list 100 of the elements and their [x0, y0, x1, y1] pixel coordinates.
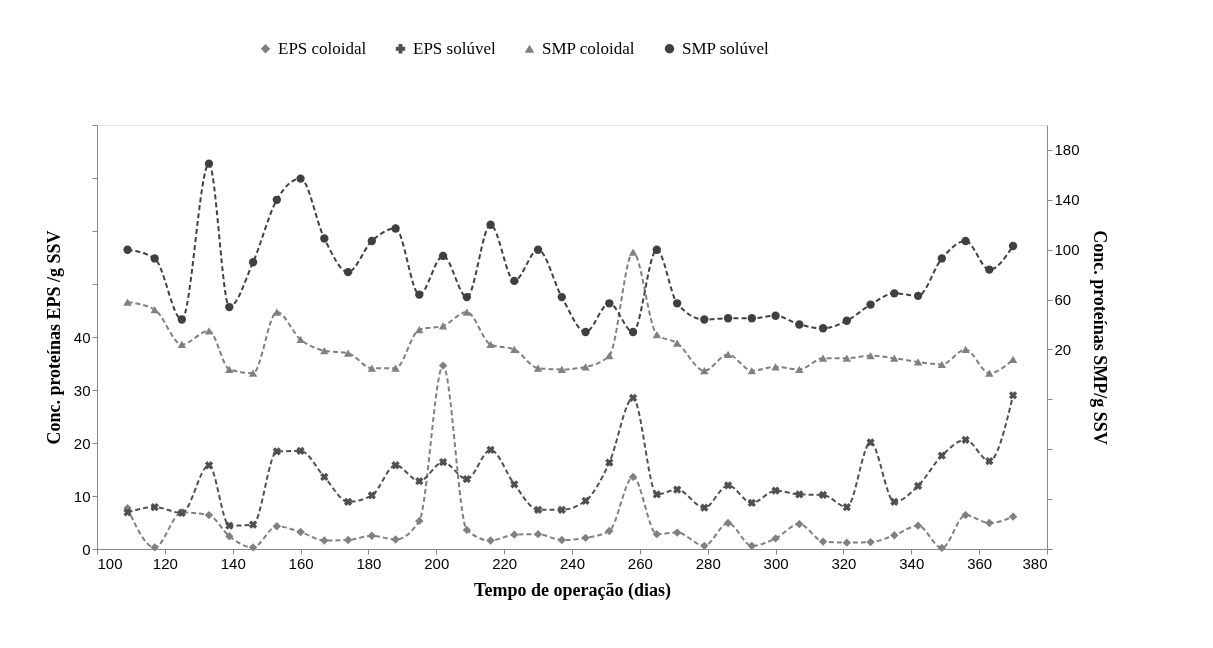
point: [486, 536, 495, 545]
x-tick-label: 300: [763, 554, 789, 572]
point: [343, 535, 353, 545]
point: [818, 537, 828, 546]
legend-label: EPS coloidal: [278, 38, 367, 58]
legend-label: EPS solúvel: [413, 38, 496, 58]
point: [673, 299, 682, 308]
point: [248, 258, 258, 267]
point: [343, 497, 353, 506]
point: [913, 521, 923, 530]
point: [700, 541, 709, 550]
point: [652, 245, 661, 254]
y-tick-label: 40: [73, 328, 91, 346]
point: [225, 532, 234, 541]
point: [123, 298, 132, 306]
point: [961, 236, 970, 246]
x-tick-label: 120: [152, 554, 178, 572]
point: [204, 461, 214, 470]
point: [557, 365, 566, 374]
point: [937, 360, 946, 369]
y2-axis-title: Conc. proteínas SMP/g SSV: [1089, 230, 1110, 445]
point: [913, 358, 923, 366]
point: [533, 364, 543, 372]
point: [248, 369, 258, 377]
point: [296, 174, 305, 183]
point: [628, 472, 638, 482]
point: [747, 541, 756, 550]
point: [795, 320, 804, 329]
point: [795, 365, 804, 374]
point: [150, 305, 159, 314]
x-tick-label: 280: [695, 554, 721, 572]
point: [723, 518, 733, 528]
y2-tick-label: 180: [1054, 141, 1080, 159]
point: [533, 529, 543, 539]
point: [486, 340, 495, 349]
point: [367, 531, 376, 540]
point: [533, 245, 543, 254]
point: [890, 289, 899, 298]
point: [415, 290, 424, 299]
point: [628, 248, 638, 256]
point: [391, 224, 400, 233]
point: [723, 314, 733, 323]
x-tick-label: 240: [559, 554, 586, 572]
point: [391, 535, 400, 544]
point: [486, 445, 495, 455]
point: [581, 496, 590, 505]
point: [771, 534, 780, 543]
point: [296, 335, 305, 344]
point: [225, 521, 234, 530]
point: [985, 369, 994, 377]
point: [673, 485, 682, 494]
point: [343, 267, 353, 277]
point: [557, 535, 566, 545]
y-axis-title: Conc. proteínas EPS /g SSV: [43, 230, 64, 445]
point: [462, 474, 471, 484]
point: [1008, 241, 1018, 251]
point: [937, 543, 946, 553]
point: [415, 325, 424, 334]
point: [391, 364, 400, 372]
point: [150, 502, 159, 512]
point: [771, 486, 780, 495]
point: [272, 447, 281, 456]
point: [510, 480, 519, 489]
point: [913, 481, 923, 491]
x-tick-label: 260: [627, 554, 653, 572]
point: [177, 315, 186, 324]
point: [985, 456, 994, 466]
point: [842, 538, 851, 547]
point: [818, 324, 828, 333]
point: [320, 234, 329, 243]
point: [795, 519, 804, 529]
point: [818, 490, 828, 500]
point: [747, 314, 756, 323]
y-tick-label: 0: [82, 540, 91, 558]
point: [818, 354, 828, 362]
point: [652, 529, 661, 539]
point: [866, 300, 875, 309]
point: [462, 292, 471, 302]
point: [123, 245, 132, 254]
y-tick-label: 30: [73, 381, 91, 399]
y-tick-label: 10: [73, 487, 91, 505]
point: [961, 345, 970, 354]
point: [343, 349, 353, 357]
point: [415, 477, 424, 486]
point: [890, 531, 899, 540]
point: [248, 543, 258, 552]
point: [771, 311, 780, 320]
x-tick-label: 140: [220, 554, 246, 572]
point: [510, 345, 519, 354]
y-tick-label: 20: [73, 434, 91, 452]
point: [225, 365, 234, 374]
y2-tick-label: 20: [1054, 340, 1072, 358]
x-tick-label: 160: [288, 554, 314, 572]
point: [150, 254, 159, 263]
x-tick-label: 380: [1022, 554, 1048, 572]
point: [1008, 391, 1018, 400]
point: [890, 497, 899, 506]
point: [1008, 512, 1018, 521]
point: [248, 520, 258, 529]
point: [581, 363, 590, 371]
